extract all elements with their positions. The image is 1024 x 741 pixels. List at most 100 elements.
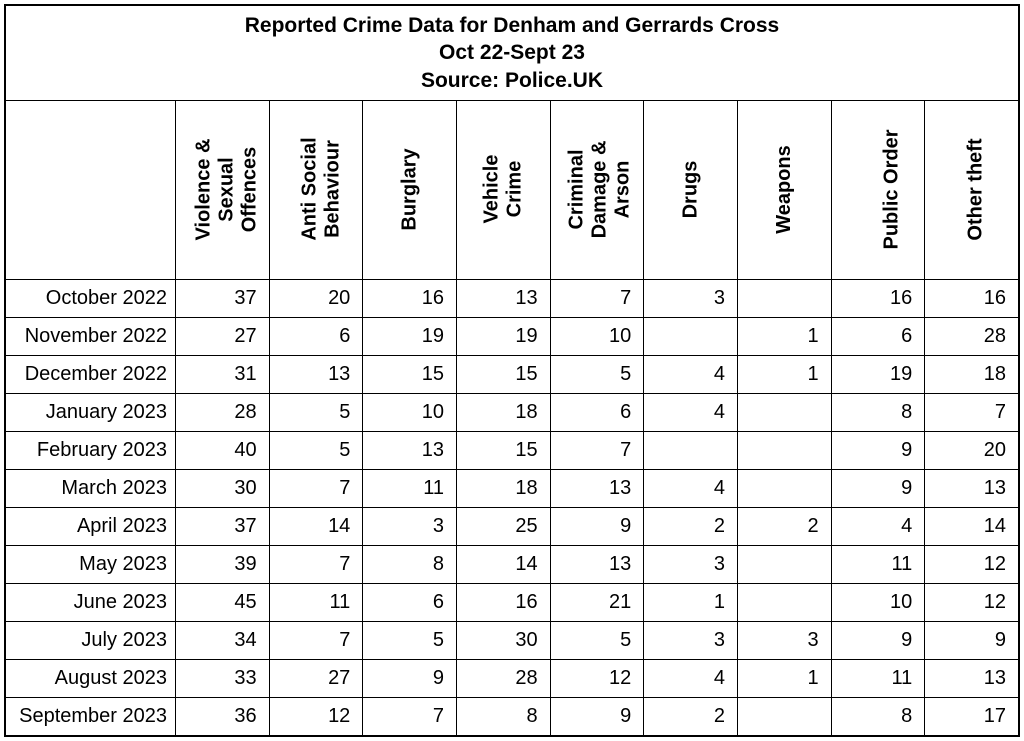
cell-value: 5 xyxy=(550,355,644,393)
cell-value: 8 xyxy=(363,545,457,583)
column-header-row: Violence &SexualOffencesAnti SocialBehav… xyxy=(6,100,1019,279)
cell-value: 8 xyxy=(831,697,925,735)
cell-value: 13 xyxy=(363,431,457,469)
cell-value: 9 xyxy=(925,621,1019,659)
cell-value: 15 xyxy=(363,355,457,393)
cell-value: 20 xyxy=(269,279,363,317)
crime-data-table: Reported Crime Data for Denham and Gerra… xyxy=(5,5,1019,736)
cell-value: 14 xyxy=(925,507,1019,545)
cell-value: 4 xyxy=(644,355,738,393)
table-row: December 2022311315155411918 xyxy=(6,355,1019,393)
column-header-label-4: CriminalDamage &Arson xyxy=(565,140,634,238)
cell-value: 33 xyxy=(176,659,270,697)
column-header-8: Other theft xyxy=(925,100,1019,279)
column-header-6: Weapons xyxy=(737,100,831,279)
table-row: November 20222761919101628 xyxy=(6,317,1019,355)
row-label: July 2023 xyxy=(6,621,176,659)
column-header-label-2: Burglary xyxy=(398,149,421,231)
cell-value: 6 xyxy=(269,317,363,355)
cell-value: 5 xyxy=(269,393,363,431)
cell-value: 18 xyxy=(456,469,550,507)
cell-value: 19 xyxy=(456,317,550,355)
table-row: July 202334753053399 xyxy=(6,621,1019,659)
cell-value: 6 xyxy=(831,317,925,355)
title-line-3: Source: Police.UK xyxy=(10,67,1014,94)
cell-value: 10 xyxy=(550,317,644,355)
cell-value: 16 xyxy=(363,279,457,317)
column-header-blank xyxy=(6,100,176,279)
row-label: December 2022 xyxy=(6,355,176,393)
table-title: Reported Crime Data for Denham and Gerra… xyxy=(6,6,1019,101)
cell-value: 12 xyxy=(550,659,644,697)
cell-value: 30 xyxy=(456,621,550,659)
cell-value: 27 xyxy=(269,659,363,697)
cell-value: 11 xyxy=(269,583,363,621)
cell-value: 5 xyxy=(550,621,644,659)
cell-value: 37 xyxy=(176,507,270,545)
cell-value: 18 xyxy=(925,355,1019,393)
cell-value: 6 xyxy=(363,583,457,621)
cell-value: 39 xyxy=(176,545,270,583)
column-header-label-3: VehicleCrime xyxy=(480,155,526,224)
cell-value: 4 xyxy=(831,507,925,545)
cell-value: 37 xyxy=(176,279,270,317)
column-header-4: CriminalDamage &Arson xyxy=(550,100,644,279)
cell-value: 40 xyxy=(176,431,270,469)
cell-value xyxy=(737,431,831,469)
cell-value: 28 xyxy=(176,393,270,431)
column-header-1: Anti SocialBehaviour xyxy=(269,100,363,279)
cell-value: 5 xyxy=(269,431,363,469)
cell-value: 8 xyxy=(456,697,550,735)
column-header-label-0: Violence &SexualOffences xyxy=(192,138,261,240)
cell-value: 6 xyxy=(550,393,644,431)
cell-value: 28 xyxy=(456,659,550,697)
cell-value: 19 xyxy=(363,317,457,355)
table-row: May 20233978141331112 xyxy=(6,545,1019,583)
cell-value: 13 xyxy=(925,469,1019,507)
cell-value: 11 xyxy=(831,659,925,697)
cell-value: 28 xyxy=(925,317,1019,355)
cell-value: 7 xyxy=(550,279,644,317)
row-label: March 2023 xyxy=(6,469,176,507)
table-row: March 20233071118134913 xyxy=(6,469,1019,507)
crime-data-table-container: Reported Crime Data for Denham and Gerra… xyxy=(4,4,1020,737)
row-label: August 2023 xyxy=(6,659,176,697)
cell-value xyxy=(737,545,831,583)
cell-value xyxy=(737,697,831,735)
cell-value: 13 xyxy=(456,279,550,317)
column-header-label-6: Weapons xyxy=(773,146,796,235)
cell-value: 3 xyxy=(644,545,738,583)
row-label: April 2023 xyxy=(6,507,176,545)
cell-value: 9 xyxy=(363,659,457,697)
cell-value: 2 xyxy=(644,507,738,545)
row-label: October 2022 xyxy=(6,279,176,317)
cell-value: 16 xyxy=(456,583,550,621)
cell-value: 3 xyxy=(644,279,738,317)
cell-value: 1 xyxy=(644,583,738,621)
cell-value: 16 xyxy=(925,279,1019,317)
cell-value: 7 xyxy=(269,469,363,507)
cell-value: 21 xyxy=(550,583,644,621)
column-header-0: Violence &SexualOffences xyxy=(176,100,270,279)
cell-value: 12 xyxy=(269,697,363,735)
cell-value: 8 xyxy=(831,393,925,431)
row-label: November 2022 xyxy=(6,317,176,355)
cell-value: 14 xyxy=(269,507,363,545)
cell-value: 13 xyxy=(550,469,644,507)
cell-value: 13 xyxy=(925,659,1019,697)
row-label: February 2023 xyxy=(6,431,176,469)
cell-value: 10 xyxy=(831,583,925,621)
cell-value: 27 xyxy=(176,317,270,355)
column-header-3: VehicleCrime xyxy=(456,100,550,279)
row-label: January 2023 xyxy=(6,393,176,431)
column-header-7: Public Order xyxy=(831,100,925,279)
cell-value: 31 xyxy=(176,355,270,393)
row-label: June 2023 xyxy=(6,583,176,621)
table-row: February 202340513157920 xyxy=(6,431,1019,469)
cell-value: 45 xyxy=(176,583,270,621)
cell-value: 12 xyxy=(925,545,1019,583)
cell-value: 9 xyxy=(831,621,925,659)
cell-value xyxy=(737,279,831,317)
title-line-1: Reported Crime Data for Denham and Gerra… xyxy=(10,12,1014,39)
cell-value: 20 xyxy=(925,431,1019,469)
